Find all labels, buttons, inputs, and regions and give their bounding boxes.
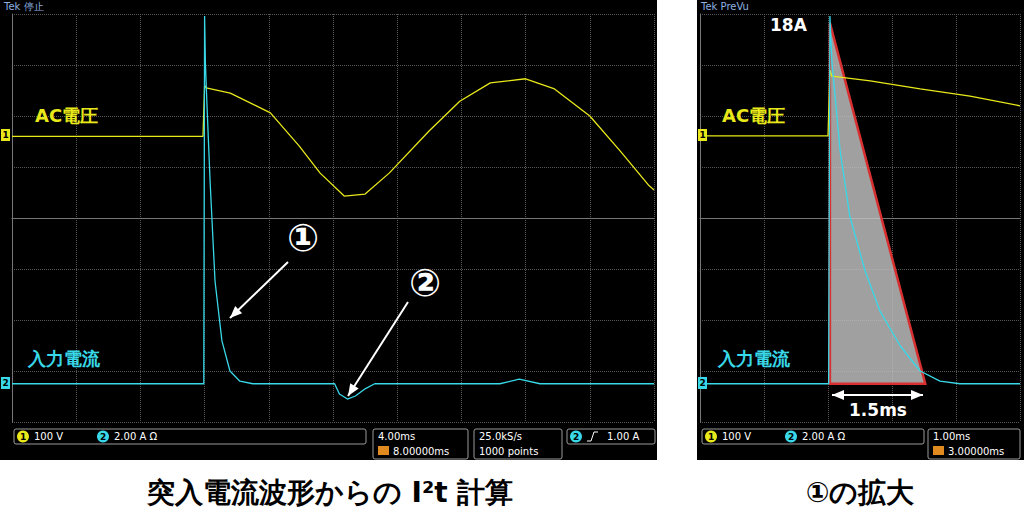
svg-text:2: 2 bbox=[2, 378, 8, 388]
svg-text:Tek 停止: Tek 停止 bbox=[3, 1, 44, 12]
svg-text:1.5ms: 1.5ms bbox=[849, 400, 907, 420]
svg-text:2.00 A Ω: 2.00 A Ω bbox=[114, 431, 157, 442]
svg-text:①: ① bbox=[287, 216, 319, 260]
svg-text:2: 2 bbox=[100, 432, 106, 442]
svg-text:1: 1 bbox=[708, 432, 714, 442]
svg-text:Tek PreVu: Tek PreVu bbox=[700, 1, 749, 12]
svg-text:AC電圧: AC電圧 bbox=[722, 105, 785, 126]
svg-text:8.00000ms: 8.00000ms bbox=[393, 446, 449, 457]
svg-text:入力電流: 入力電流 bbox=[27, 348, 101, 369]
svg-text:1000 points: 1000 points bbox=[479, 446, 538, 457]
svg-text:4.00ms: 4.00ms bbox=[378, 431, 415, 442]
svg-text:①の拡大: ①の拡大 bbox=[806, 476, 916, 509]
svg-text:25.0kS/s: 25.0kS/s bbox=[479, 431, 522, 442]
svg-text:18A: 18A bbox=[770, 15, 808, 35]
svg-text:入力電流: 入力電流 bbox=[717, 348, 791, 369]
svg-text:2.00 A Ω: 2.00 A Ω bbox=[802, 431, 845, 442]
svg-text:2: 2 bbox=[573, 432, 579, 442]
svg-text:1: 1 bbox=[2, 130, 8, 140]
svg-text:3.00000ms: 3.00000ms bbox=[948, 446, 1004, 457]
svg-text:AC電圧: AC電圧 bbox=[35, 105, 98, 126]
svg-text:100 V: 100 V bbox=[722, 431, 751, 442]
svg-text:1: 1 bbox=[699, 130, 705, 140]
svg-text:1.00 A: 1.00 A bbox=[607, 431, 639, 442]
svg-text:1: 1 bbox=[20, 432, 26, 442]
svg-text:2: 2 bbox=[788, 432, 794, 442]
svg-text:2: 2 bbox=[699, 378, 705, 388]
svg-text:100 V: 100 V bbox=[34, 431, 63, 442]
svg-text:②: ② bbox=[409, 261, 441, 305]
svg-text:1.00ms: 1.00ms bbox=[933, 431, 970, 442]
svg-text:突入電流波形からの I²t 計算: 突入電流波形からの I²t 計算 bbox=[146, 476, 514, 509]
